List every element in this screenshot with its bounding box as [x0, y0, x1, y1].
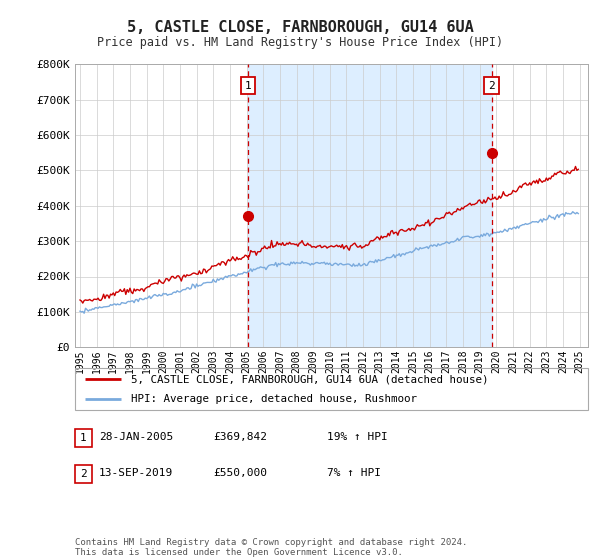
Text: £550,000: £550,000: [213, 468, 267, 478]
Text: 2: 2: [80, 469, 87, 479]
Text: 7% ↑ HPI: 7% ↑ HPI: [327, 468, 381, 478]
Bar: [248, 64, 491, 347]
Text: 13-SEP-2019: 13-SEP-2019: [99, 468, 173, 478]
Text: 19% ↑ HPI: 19% ↑ HPI: [327, 432, 388, 442]
Text: £369,842: £369,842: [213, 432, 267, 442]
Text: 5, CASTLE CLOSE, FARNBOROUGH, GU14 6UA (detached house): 5, CASTLE CLOSE, FARNBOROUGH, GU14 6UA (…: [131, 374, 489, 384]
Text: 28-JAN-2005: 28-JAN-2005: [99, 432, 173, 442]
Text: 5, CASTLE CLOSE, FARNBOROUGH, GU14 6UA: 5, CASTLE CLOSE, FARNBOROUGH, GU14 6UA: [127, 20, 473, 35]
Text: Contains HM Land Registry data © Crown copyright and database right 2024.
This d: Contains HM Land Registry data © Crown c…: [75, 538, 467, 557]
Text: 1: 1: [80, 433, 87, 443]
Text: 1: 1: [245, 81, 251, 91]
Text: HPI: Average price, detached house, Rushmoor: HPI: Average price, detached house, Rush…: [131, 394, 418, 404]
Text: 2: 2: [488, 81, 495, 91]
Text: Price paid vs. HM Land Registry's House Price Index (HPI): Price paid vs. HM Land Registry's House …: [97, 36, 503, 49]
